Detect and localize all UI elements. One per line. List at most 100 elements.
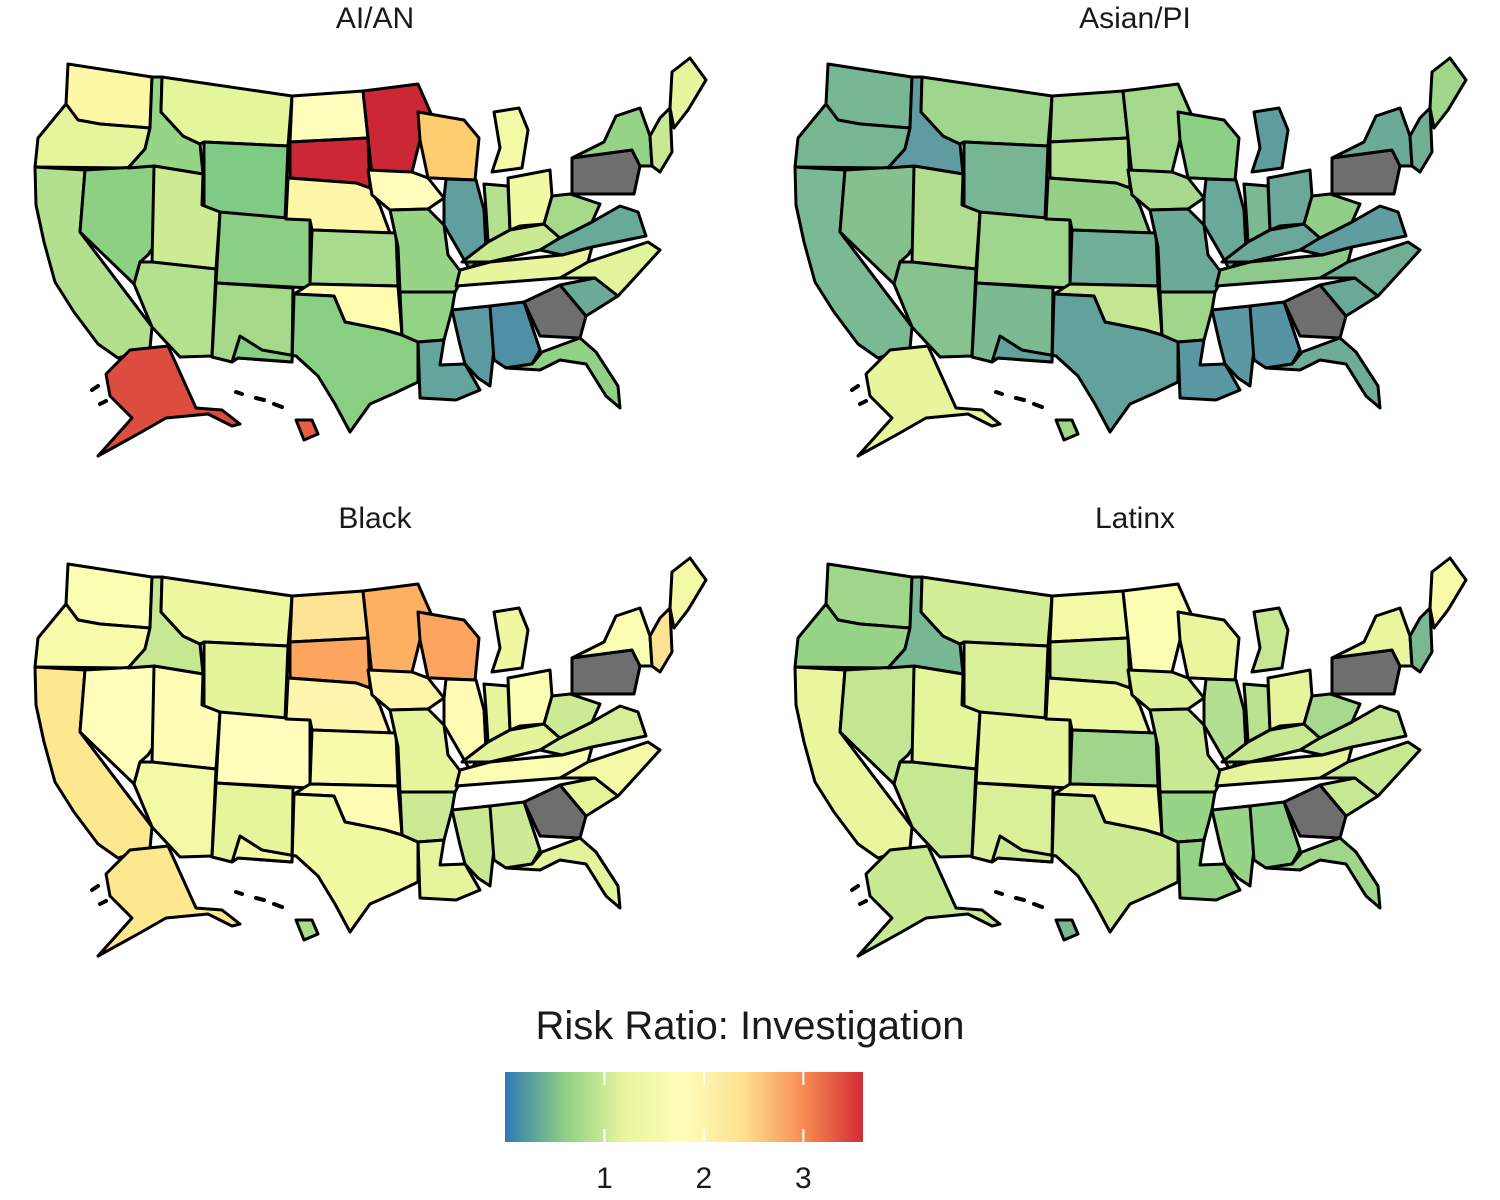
state-mt	[159, 75, 294, 148]
map-panel-asian-pi: Asian/PI	[760, 0, 1500, 490]
state-la	[1176, 838, 1242, 902]
island-marks	[850, 884, 1044, 909]
state-ne_small	[648, 106, 674, 174]
map-panel-latinx: Latinx	[760, 500, 1500, 990]
colorbar-tick-label: 2	[695, 1162, 713, 1195]
state-ar	[398, 290, 457, 344]
state-ia	[1126, 168, 1206, 212]
state-ak	[96, 844, 242, 958]
island-marks	[850, 384, 1044, 409]
state-ia	[366, 168, 446, 212]
state-mt	[159, 575, 294, 648]
state-wi	[1176, 110, 1241, 182]
state-me	[1428, 56, 1468, 130]
state-tn	[454, 745, 594, 788]
state-co	[974, 210, 1072, 290]
colorbar-tick-label: 3	[794, 1162, 812, 1195]
state-me	[1428, 556, 1468, 630]
state-la	[416, 838, 482, 902]
state-wv	[1302, 692, 1362, 740]
state-nd	[288, 89, 370, 144]
state-nd	[1048, 89, 1130, 144]
state-wa	[64, 562, 154, 630]
state-fl	[1264, 836, 1382, 910]
state-mi	[1250, 106, 1290, 174]
state-nc	[558, 740, 662, 798]
state-nd	[288, 589, 370, 644]
state-ak	[856, 344, 1002, 458]
state-mt	[919, 75, 1054, 148]
state-hi	[1054, 918, 1080, 942]
state-co	[974, 710, 1072, 790]
state-tx	[230, 292, 420, 434]
us-map-black	[33, 556, 708, 958]
state-wv	[1302, 192, 1362, 240]
state-ks	[308, 728, 400, 788]
state-nc	[558, 240, 662, 298]
state-fl	[1264, 336, 1382, 410]
state-wa	[64, 62, 154, 130]
colorbar-gradient	[505, 1072, 863, 1142]
state-ar	[398, 790, 457, 844]
state-mi	[490, 606, 530, 674]
state-fl	[504, 336, 622, 410]
us-map-aian	[33, 56, 708, 458]
legend-colorbar	[505, 1072, 863, 1142]
state-me	[668, 556, 708, 630]
state-wa	[824, 62, 914, 130]
state-wy	[962, 140, 1050, 221]
map-panel-aian: AI/AN	[0, 0, 750, 490]
state-ar	[1158, 790, 1217, 844]
state-ks	[308, 228, 400, 288]
state-ak	[856, 844, 1002, 958]
state-ia	[366, 668, 446, 712]
state-ia	[1126, 668, 1206, 712]
us-map-latinx	[793, 556, 1468, 958]
panel-title: Latinx	[1094, 502, 1176, 535]
state-wa	[824, 562, 914, 630]
colorbar-tick-label: 1	[596, 1162, 613, 1195]
island-marks	[90, 884, 284, 909]
state-ak	[96, 344, 242, 458]
panel-title: AI/AN	[335, 2, 415, 35]
island-marks	[90, 384, 284, 409]
state-tn	[1214, 245, 1354, 288]
state-tn	[454, 245, 594, 288]
state-hi	[294, 418, 320, 442]
state-nd	[1048, 589, 1130, 644]
state-mi	[1250, 606, 1290, 674]
state-wy	[962, 640, 1050, 721]
state-ar	[1158, 290, 1217, 344]
state-wv	[542, 192, 602, 240]
state-nc	[1318, 740, 1422, 798]
state-ks	[1068, 728, 1160, 788]
state-me	[668, 56, 708, 130]
state-tx	[990, 792, 1180, 934]
state-mt	[919, 575, 1054, 648]
map-panel-black: Black	[0, 500, 750, 990]
state-tx	[990, 292, 1180, 434]
state-wi	[416, 110, 481, 182]
state-wi	[1176, 610, 1241, 682]
state-hi	[294, 918, 320, 942]
state-nc	[1318, 240, 1422, 298]
state-ne_small	[1408, 606, 1434, 674]
state-ks	[1068, 228, 1160, 288]
state-co	[214, 210, 312, 290]
legend-title: Risk Ratio: Investigation	[535, 1004, 965, 1048]
state-wi	[416, 610, 481, 682]
state-hi	[1054, 418, 1080, 442]
state-tx	[230, 792, 420, 934]
panel-title: Asian/PI	[1079, 2, 1191, 35]
state-ne_small	[1408, 106, 1434, 174]
state-la	[1176, 338, 1242, 402]
state-co	[214, 710, 312, 790]
panel-title: Black	[338, 502, 412, 535]
state-tn	[1214, 745, 1354, 788]
state-fl	[504, 836, 622, 910]
state-ne_small	[648, 606, 674, 674]
state-wv	[542, 692, 602, 740]
state-wy	[202, 640, 290, 721]
state-wy	[202, 140, 290, 221]
state-la	[416, 338, 482, 402]
